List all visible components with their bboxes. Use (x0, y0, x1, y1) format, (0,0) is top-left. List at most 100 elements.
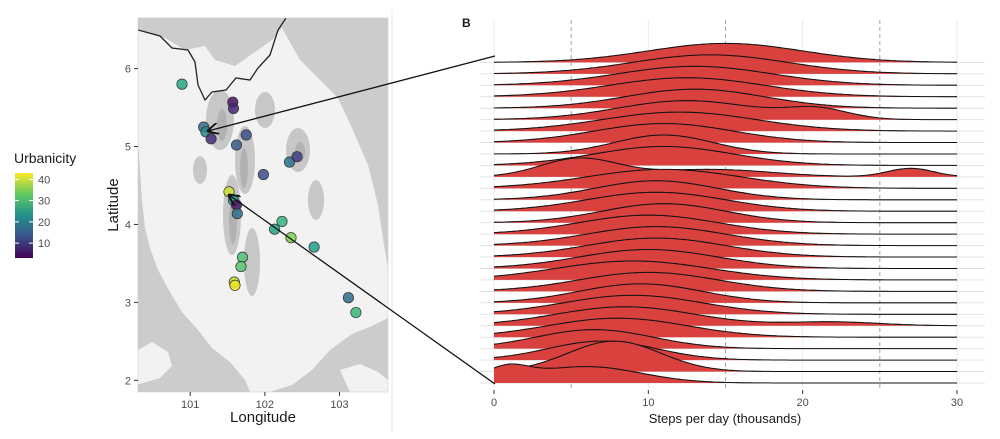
national-border (138, 18, 287, 102)
map-x-tick-label: 103 (330, 399, 348, 411)
colorbar-tick-label: 10 (38, 238, 50, 250)
ridge-area (494, 77, 957, 97)
ridge-outline (493, 111, 957, 132)
ridge-outline (493, 157, 958, 177)
connector-arrow-bottom (229, 195, 496, 385)
ridge (493, 363, 957, 384)
ridgeline-panel: B 0 10 20 30 Steps per day (thousands) (462, 16, 985, 426)
ridge (493, 123, 957, 144)
ridge (494, 134, 957, 155)
map-frame (137, 17, 389, 393)
ridge-area (494, 123, 957, 143)
ridge-outline (493, 260, 957, 281)
ridge-area (494, 192, 957, 212)
ridge-area (494, 169, 957, 189)
map-axes: 101 102 103 2 3 4 5 6 (125, 64, 349, 411)
ridge (493, 226, 957, 247)
ridge-area (494, 135, 957, 154)
ridge-outline (493, 191, 957, 212)
ridge-outline (493, 237, 957, 258)
site-point (229, 279, 241, 291)
site-point (308, 241, 320, 253)
ridge (493, 145, 957, 166)
ridge-area (494, 215, 957, 235)
ridge-outline (493, 306, 957, 327)
ridge-axes: 0 10 20 30 (491, 390, 963, 409)
ridge-outline (493, 340, 957, 373)
colorbar-tick-label: 40 (38, 174, 50, 186)
site-point (176, 78, 188, 90)
colorbar-tick-label: 30 (38, 196, 50, 208)
site-point (257, 169, 269, 181)
site-point (342, 292, 354, 304)
ridge-x-tick-label: 0 (491, 397, 497, 409)
ridge-outline (493, 294, 957, 315)
ridge-outline (493, 317, 957, 338)
ridge-outline (493, 54, 957, 75)
site-point (350, 306, 362, 319)
map-x-axis-label: Longitude (230, 409, 296, 426)
colorbar-ticks: 10 20 30 40 (15, 174, 50, 250)
site-points (176, 78, 362, 319)
map-y-tick-label: 6 (125, 64, 131, 76)
ridge (493, 180, 957, 201)
ridge (493, 77, 957, 98)
ridge-x-tick-label: 10 (642, 397, 654, 409)
site-point (231, 208, 243, 220)
ridge-outline (494, 134, 957, 155)
ridge-outline (494, 100, 957, 121)
ridge-area (494, 54, 957, 74)
site-point (240, 129, 252, 141)
ridge (494, 42, 957, 63)
ridge-outline (493, 340, 957, 361)
legend-title: Urbanicity (14, 150, 76, 166)
ridge-area (494, 66, 957, 86)
ridge-area (494, 157, 957, 177)
map-y-axis-label: Latitude (105, 178, 122, 231)
map-x-tick-label: 102 (256, 399, 274, 411)
ridge-outline (493, 65, 957, 86)
map-y-tick-label: 2 (125, 375, 131, 387)
map-x-tick-label: 101 (181, 399, 199, 411)
ridge-area (494, 364, 957, 383)
site-point (269, 223, 281, 235)
site-point (227, 102, 240, 114)
ridge (493, 340, 957, 373)
ridge-outline (493, 203, 957, 224)
colorbar (15, 173, 33, 258)
ridge-outline (493, 145, 957, 166)
ridge-area (494, 226, 957, 246)
site-point (230, 139, 243, 151)
ridge-area (494, 100, 957, 120)
site-point (235, 261, 247, 273)
ridge-outline (493, 168, 957, 189)
ridge-outline (494, 42, 957, 63)
map-panel: 101 102 103 2 3 4 5 6 Longitude Latitude (105, 17, 389, 426)
ridge-outline (493, 214, 957, 235)
ridge-area (494, 89, 957, 109)
ridge-area (494, 146, 957, 166)
site-point (283, 156, 296, 168)
connector-arrow-top (208, 55, 496, 131)
ridge-x-tick-label: 30 (951, 397, 963, 409)
urbanicity-legend: Urbanicity 10 20 30 40 (14, 150, 76, 258)
colorbar-tick-label: 20 (38, 217, 50, 229)
ridge (494, 88, 957, 109)
connector-arrows (208, 55, 496, 385)
ridge (493, 54, 957, 75)
ridges (493, 42, 958, 384)
site-point (276, 215, 288, 227)
site-point (205, 133, 217, 145)
ridge-outline (493, 77, 957, 98)
ridge-outline (493, 180, 957, 201)
ridge-outline (493, 283, 957, 304)
map-y-tick-label: 3 (125, 297, 131, 309)
ridge (493, 65, 957, 86)
ridge (493, 214, 957, 235)
ridge-outline (493, 226, 957, 247)
sumatra-coast (138, 342, 172, 384)
ridge-outline (494, 88, 957, 109)
ridge (493, 111, 957, 132)
ridge-x-axis-label: Steps per day (thousands) (649, 411, 801, 426)
